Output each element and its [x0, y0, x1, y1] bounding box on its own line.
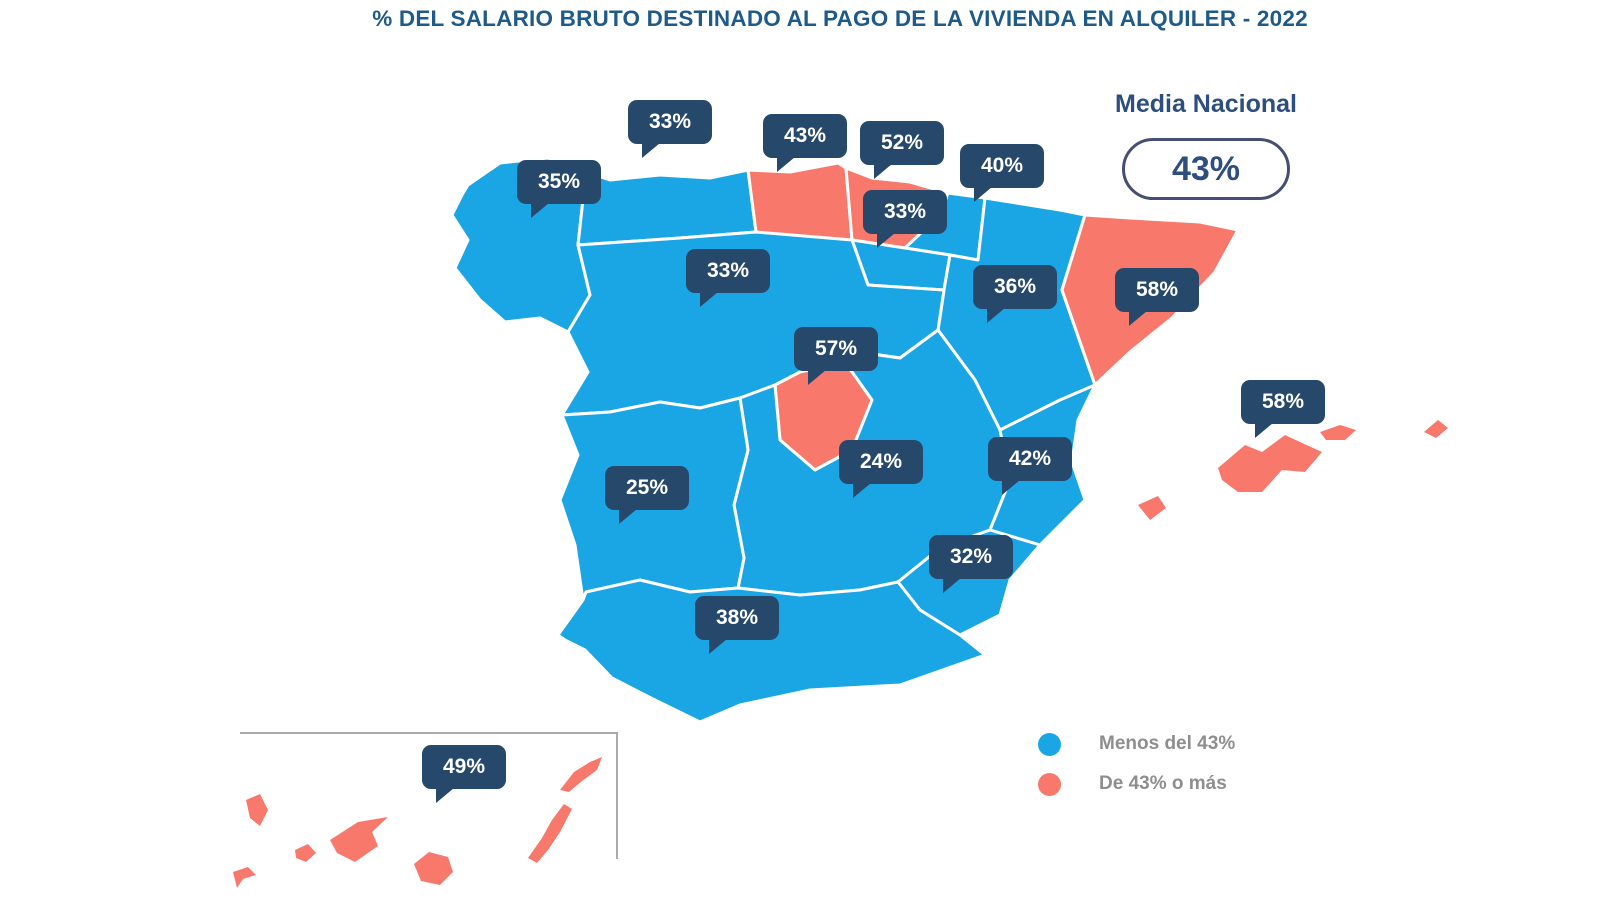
island-fuerteventura: [528, 804, 572, 863]
legend: Menos del 43% De 43% o más: [1038, 724, 1235, 804]
island-mallorca: [1218, 435, 1322, 492]
region-andalucia: [556, 578, 987, 724]
page-title: % DEL SALARIO BRUTO DESTINADO AL PAGO DE…: [372, 6, 1308, 31]
legend-dot-below-icon: [1038, 732, 1061, 756]
canary-inset-frame: [240, 732, 618, 859]
region-extremadura: [558, 396, 750, 602]
island-lanzarote: [560, 757, 602, 792]
island-tenerife: [330, 817, 388, 862]
legend-item-above: De 43% o más: [1038, 764, 1235, 804]
island-la-palma: [246, 794, 268, 826]
national-average-value: 43%: [1171, 149, 1241, 188]
island-la-gomera: [295, 844, 316, 862]
island-menorca: [1320, 425, 1356, 440]
island-ibiza: [1138, 496, 1166, 520]
national-average-value-pill: 43%: [1122, 138, 1290, 200]
legend-label-below: Menos del 43%: [1099, 733, 1236, 754]
legend-dot-above-icon: [1038, 772, 1061, 796]
legend-label-above: De 43% o más: [1099, 773, 1227, 794]
region-cataluna: [1060, 213, 1240, 387]
island-menorca-east: [1424, 420, 1448, 438]
legend-item-below: Menos del 43%: [1038, 724, 1235, 764]
region-galicia: [450, 156, 592, 334]
national-average-label: Media Nacional: [1115, 90, 1297, 118]
island-el-hierro: [233, 867, 256, 888]
island-gran-canaria: [414, 852, 453, 885]
